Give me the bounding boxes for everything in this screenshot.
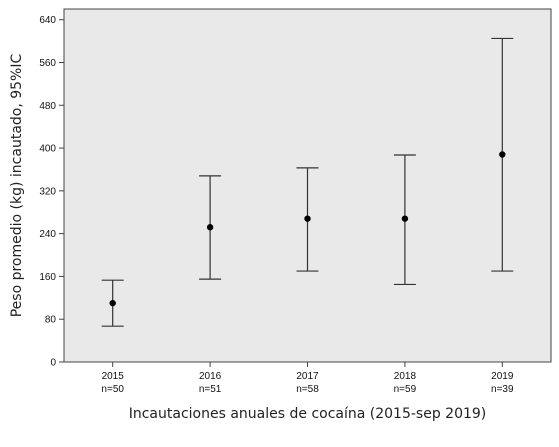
mean-point	[109, 299, 116, 307]
x-sample-size-label: n=51	[199, 384, 222, 395]
x-axis: 2015 n=50 2016 n=51 2017 n=58 2018 n=59 2019 n=39	[101, 362, 514, 395]
y-tick-label: 400	[39, 144, 56, 155]
y-tick-label: 320	[39, 186, 56, 197]
x-sample-size-label: n=59	[394, 384, 417, 395]
series-group	[101, 37, 514, 327]
x-sample-size-label: n=50	[101, 384, 124, 395]
y-tick-label: 160	[39, 272, 56, 283]
mean-point	[304, 215, 311, 222]
x-tick-label: 2016	[199, 371, 222, 382]
mean-point	[401, 215, 409, 222]
x-axis-title: Incautaciones anuales de cocaína (2015-s…	[129, 406, 487, 422]
y-axis: 0 80 160 240 320 400 480 560 640	[39, 15, 64, 369]
x-tick-label: 2018	[394, 371, 417, 382]
y-tick-label: 480	[39, 101, 56, 112]
x-tick-label: 2017	[296, 371, 319, 382]
y-axis-title: Peso promedio (kg) incautado, 95%IC	[9, 54, 25, 318]
y-tick-label: 560	[39, 58, 56, 69]
x-sample-size-label: n=58	[296, 384, 319, 395]
mean-point	[499, 151, 506, 158]
y-tick-label: 640	[39, 15, 56, 26]
mean-point	[206, 224, 214, 231]
y-tick-label: 80	[45, 315, 57, 326]
x-sample-size-label: n=39	[491, 384, 514, 395]
y-tick-label: 0	[50, 358, 56, 369]
x-tick-label: 2019	[491, 371, 514, 382]
y-tick-label: 240	[39, 229, 56, 240]
x-tick-label: 2015	[102, 371, 125, 382]
